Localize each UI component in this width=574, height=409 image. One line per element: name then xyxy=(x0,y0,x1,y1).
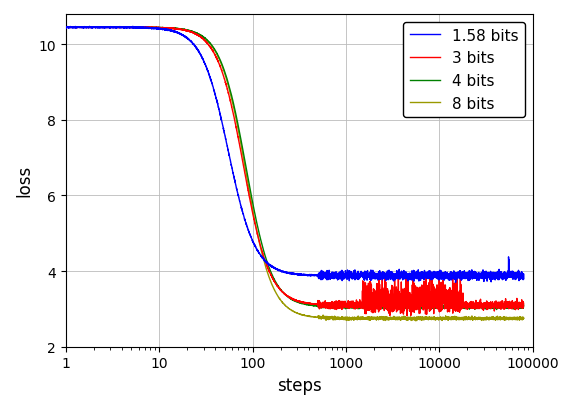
1.58 bits xyxy=(520,276,527,281)
1.58 bits xyxy=(360,277,367,282)
4 bits xyxy=(337,303,344,308)
Legend: 1.58 bits, 3 bits, 4 bits, 8 bits: 1.58 bits, 3 bits, 4 bits, 8 bits xyxy=(404,22,525,117)
3 bits xyxy=(100,25,107,30)
1.58 bits xyxy=(238,204,245,209)
3 bits xyxy=(337,301,344,306)
3 bits xyxy=(439,301,446,306)
Line: 8 bits: 8 bits xyxy=(66,28,523,321)
8 bits xyxy=(63,26,69,31)
4 bits xyxy=(404,304,411,309)
4 bits xyxy=(146,26,153,31)
3 bits xyxy=(404,302,411,307)
8 bits xyxy=(360,317,367,321)
4 bits xyxy=(520,303,527,308)
1.58 bits xyxy=(129,25,136,30)
1.58 bits xyxy=(63,26,69,31)
8 bits xyxy=(337,317,344,322)
3 bits xyxy=(520,301,527,306)
1.58 bits xyxy=(337,277,344,282)
8 bits xyxy=(404,315,411,320)
3 bits xyxy=(238,150,245,155)
4 bits xyxy=(84,25,91,30)
8 bits xyxy=(90,25,97,30)
3 bits xyxy=(146,26,153,31)
1.58 bits xyxy=(404,275,411,280)
4 bits xyxy=(439,304,446,309)
Line: 4 bits: 4 bits xyxy=(66,28,523,310)
8 bits xyxy=(439,317,446,322)
Line: 3 bits: 3 bits xyxy=(66,28,523,316)
Line: 1.58 bits: 1.58 bits xyxy=(66,27,523,283)
4 bits xyxy=(238,138,245,143)
1.58 bits xyxy=(146,26,153,31)
8 bits xyxy=(412,319,419,324)
Y-axis label: loss: loss xyxy=(15,165,33,197)
3 bits xyxy=(63,26,69,31)
8 bits xyxy=(520,316,527,321)
8 bits xyxy=(146,26,153,31)
8 bits xyxy=(238,142,245,147)
4 bits xyxy=(493,307,500,312)
3 bits xyxy=(404,314,410,319)
4 bits xyxy=(360,305,367,310)
3 bits xyxy=(360,279,367,284)
1.58 bits xyxy=(452,280,459,285)
4 bits xyxy=(63,26,69,31)
1.58 bits xyxy=(439,274,446,279)
X-axis label: steps: steps xyxy=(277,376,321,394)
